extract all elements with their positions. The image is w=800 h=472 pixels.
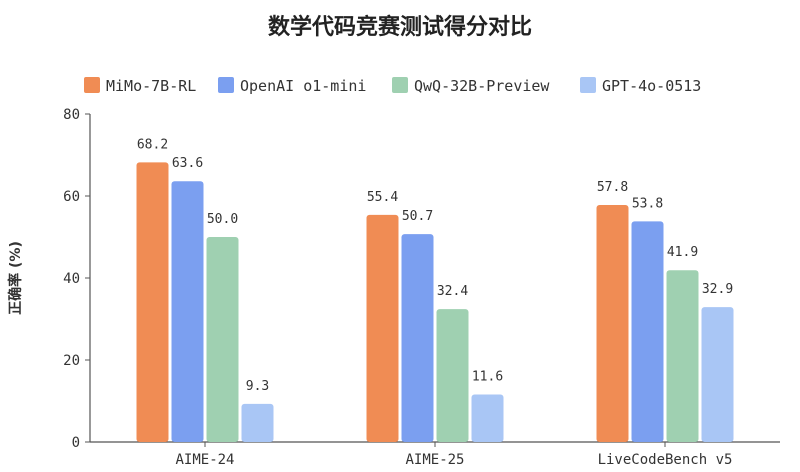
x-tick-label: LiveCodeBench v5 [598, 452, 733, 468]
y-tick-label: 60 [63, 189, 80, 205]
data-labels: 68.2 63.6 50.0 9.3 55.4 50.7 32.4 11.6 57.8 53.8 4… [137, 137, 733, 393]
bar [596, 205, 629, 442]
bar [666, 270, 699, 442]
y-tick-label: 0 [72, 435, 80, 451]
legend-swatch [84, 77, 100, 93]
y-tick-label: 80 [63, 107, 80, 123]
y-axis-label: 正确率 (%) [7, 241, 24, 315]
bar [241, 403, 274, 442]
legend-swatch [218, 77, 234, 93]
data-label: 53.8 [632, 196, 663, 211]
bar [206, 237, 239, 442]
legend-label: MiMo-7B-RL [106, 77, 196, 95]
y-tick-label: 40 [63, 271, 80, 287]
data-label: 32.4 [437, 284, 468, 299]
bar [436, 309, 469, 442]
bar [136, 162, 169, 442]
bar [701, 307, 734, 442]
data-label: 68.2 [137, 137, 168, 152]
legend: MiMo-7B-RL OpenAI o1-mini QwQ-32B-Preview G… [84, 77, 701, 95]
data-label: 41.9 [667, 245, 698, 260]
chart-title: 数学代码竞赛测试得分对比 [268, 14, 532, 40]
data-label: 50.0 [207, 212, 238, 227]
data-label: 50.7 [402, 209, 433, 224]
bar [471, 394, 504, 442]
legend-label: OpenAI o1-mini [240, 77, 366, 95]
bar [401, 234, 434, 442]
legend-swatch [392, 77, 408, 93]
data-label: 63.6 [172, 156, 203, 171]
x-tick-label: AIME-24 [175, 452, 234, 468]
y-tick-label: 20 [63, 353, 80, 369]
data-label: 9.3 [246, 379, 269, 394]
legend-label: QwQ-32B-Preview [414, 77, 550, 95]
legend-swatch [580, 77, 596, 93]
data-label: 57.8 [597, 180, 628, 195]
axes: 0 20 40 60 80 AIME-24 AIME-25 LiveCodeBench v5 [63, 107, 780, 468]
data-label: 32.9 [702, 282, 733, 297]
bars [136, 162, 734, 443]
data-label: 55.4 [367, 190, 398, 205]
bar [171, 181, 204, 443]
data-label: 11.6 [472, 369, 503, 384]
legend-label: GPT-4o-0513 [602, 77, 701, 95]
x-tick-label: AIME-25 [405, 452, 464, 468]
bar [631, 221, 664, 442]
bar [366, 214, 399, 442]
